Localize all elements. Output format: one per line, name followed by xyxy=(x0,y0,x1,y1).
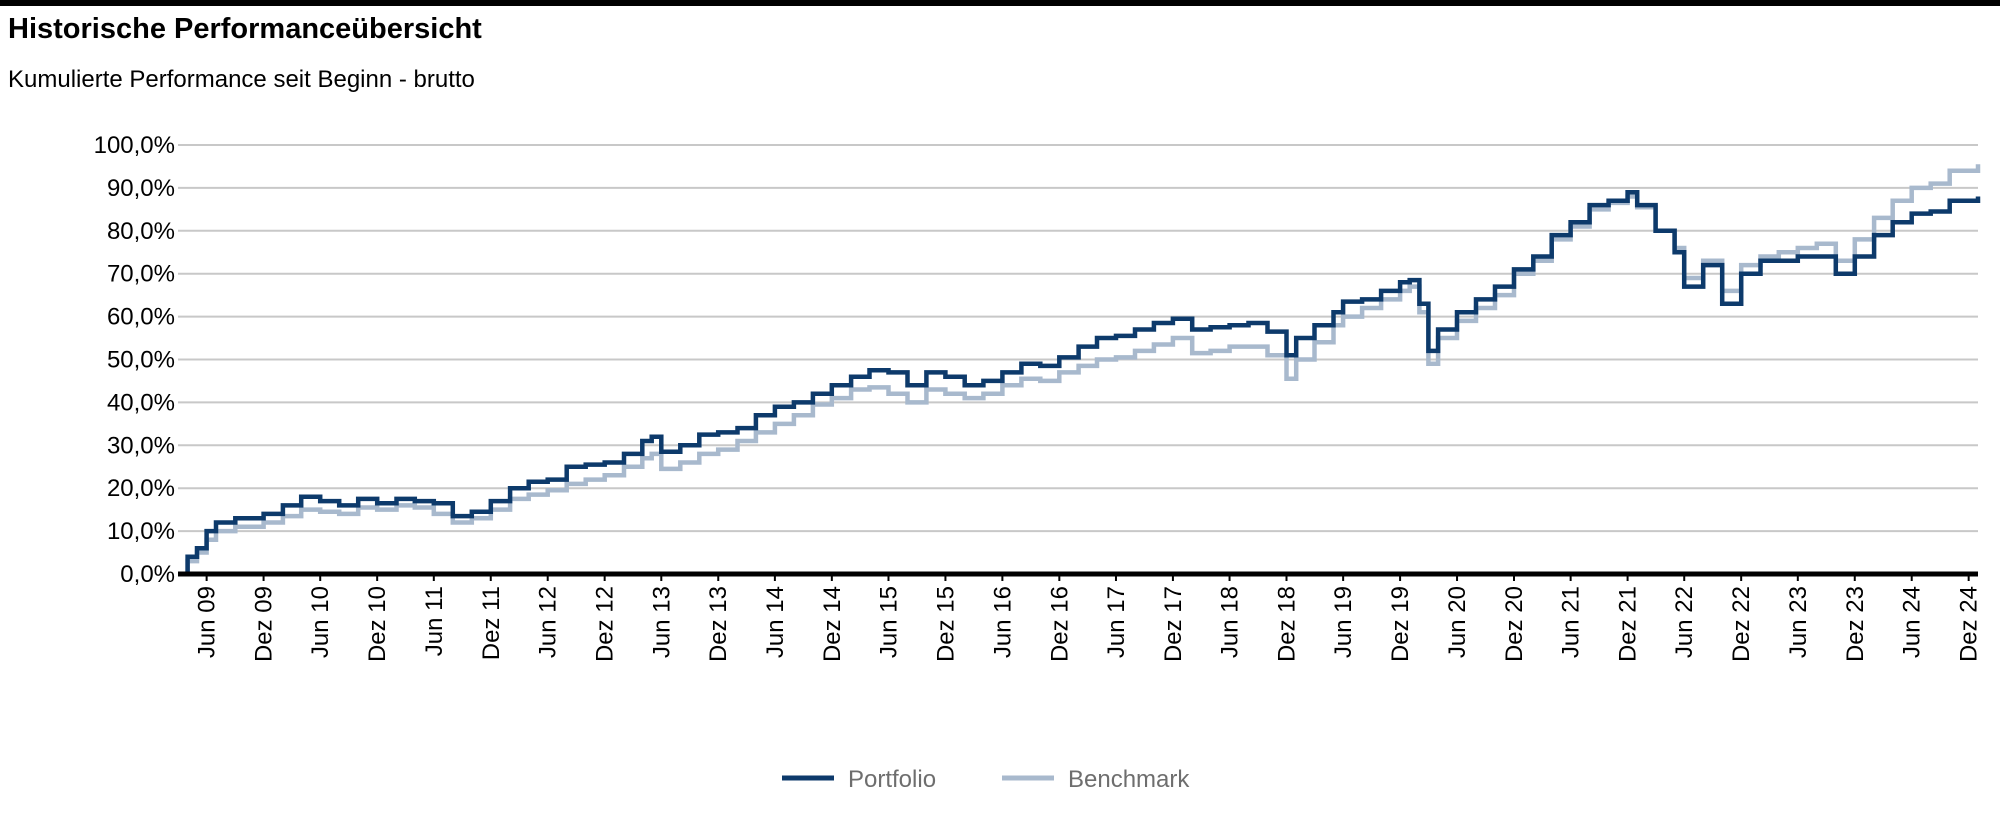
y-tick-label: 0,0% xyxy=(120,561,175,588)
x-tick-label: Jun 11 xyxy=(421,586,448,656)
y-tick-label: 90,0% xyxy=(107,175,175,202)
grid-lines xyxy=(178,144,1978,533)
y-tick-label: 100,0% xyxy=(94,132,175,159)
chart-subtitle: Kumulierte Performance seit Beginn - bru… xyxy=(8,66,475,93)
y-axis-labels: 0,0% 10,0% 20,0% 30,0% 40,0% 50,0% 60,0% 70,0% 8… xyxy=(94,132,175,588)
x-tick-label: Dez 10 xyxy=(364,586,391,662)
x-tick-label: Dez 17 xyxy=(1160,586,1187,662)
series-line-benchmark xyxy=(178,164,1981,577)
y-tick-label: 50,0% xyxy=(107,347,175,374)
legend-label-portfolio: Portfolio xyxy=(848,766,936,793)
x-tick-label: Jun 18 xyxy=(1217,586,1244,658)
y-tick-label: 60,0% xyxy=(107,304,175,331)
y-tick-label: 40,0% xyxy=(107,389,175,416)
x-tick-label: Dez 18 xyxy=(1274,586,1301,662)
x-tick-label: Jun 09 xyxy=(194,586,221,658)
x-tick-label: Jun 15 xyxy=(875,586,902,658)
x-tick-label: Jun 17 xyxy=(1103,586,1130,658)
x-tick-label: Jun 14 xyxy=(762,586,789,658)
x-tick-label: Dez 11 xyxy=(478,586,505,660)
legend-label-benchmark: Benchmark xyxy=(1068,766,1190,793)
x-tick-label: Dez 14 xyxy=(819,586,846,662)
x-tick-label: Jun 19 xyxy=(1330,586,1357,658)
y-tick-label: 30,0% xyxy=(107,432,175,459)
y-tick-label: 10,0% xyxy=(107,518,175,545)
series-line-portfolio xyxy=(178,189,1981,577)
x-tick-label: Jun 13 xyxy=(648,586,675,658)
x-tick-label: Jun 20 xyxy=(1444,586,1471,658)
x-tick-label: Jun 12 xyxy=(535,586,562,658)
x-tick-label: Dez 21 xyxy=(1615,586,1642,662)
x-tick-label: Jun 22 xyxy=(1671,586,1698,658)
y-tick-label: 20,0% xyxy=(107,475,175,502)
page-title: Historische Performanceübersicht xyxy=(8,13,482,45)
x-tick-label: Jun 24 xyxy=(1899,586,1926,658)
x-tick-label: Dez 15 xyxy=(932,586,959,662)
x-tick-label: Dez 22 xyxy=(1728,586,1755,662)
x-tick-label: Jun 21 xyxy=(1558,586,1585,658)
x-tick-label: Dez 09 xyxy=(251,586,278,662)
x-tick-label: Dez 16 xyxy=(1046,586,1073,662)
x-tick-label: Dez 13 xyxy=(705,586,732,662)
top-border xyxy=(0,0,2000,6)
y-tick-label: 80,0% xyxy=(107,218,175,245)
x-tick-label: Dez 20 xyxy=(1501,586,1528,662)
x-tick-label: Dez 24 xyxy=(1956,586,1983,662)
series-lines xyxy=(178,164,1981,577)
x-tick-label: Dez 23 xyxy=(1842,586,1869,662)
x-tick-label: Dez 19 xyxy=(1387,586,1414,662)
x-tick-label: Dez 12 xyxy=(592,586,619,662)
y-tick-label: 70,0% xyxy=(107,261,175,288)
x-tick-label: Jun 23 xyxy=(1785,586,1812,658)
x-tick-label: Jun 10 xyxy=(307,586,334,658)
x-tick-label: Jun 16 xyxy=(989,586,1016,658)
x-axis-labels: Jun 09 Dez 09 Jun 10 Dez 10 Jun 11 Dez 11 Jun … xyxy=(194,574,1983,662)
legend: Portfolio Benchmark xyxy=(782,766,1190,793)
